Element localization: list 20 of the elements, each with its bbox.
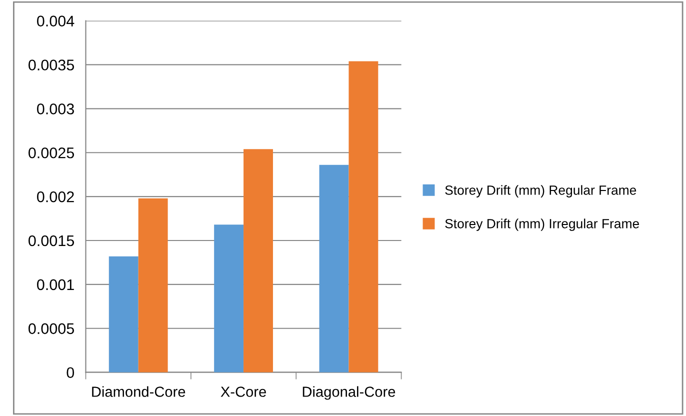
y-tick-label: 0.0035 (28, 60, 74, 70)
y-tick-label: 0.003 (37, 104, 74, 114)
y-tick-label: 0.002 (37, 191, 74, 202)
y-tick-label: 0 (66, 367, 74, 378)
x-tick-label: Diagonal-Core (302, 386, 396, 400)
legend-label: Storey Drift (mm) Irregular Frame (445, 218, 640, 231)
y-tick-label: 0.0005 (28, 323, 74, 334)
y-tick-label: 0.004 (37, 16, 74, 26)
legend-label: Storey Drift (mm) Regular Frame (445, 185, 636, 198)
y-tick-label: 0.0025 (28, 147, 74, 158)
bar (108, 256, 138, 372)
x-tick-label: Diamond-Core (92, 386, 186, 397)
x-tick-label: X-Core (220, 386, 266, 397)
bar (244, 149, 273, 372)
bar (214, 224, 244, 372)
y-tick-label: 0.0015 (28, 235, 74, 246)
y-tick-label: 0.001 (37, 279, 74, 290)
bar (348, 61, 378, 372)
bar (138, 198, 168, 372)
bar (319, 164, 349, 372)
